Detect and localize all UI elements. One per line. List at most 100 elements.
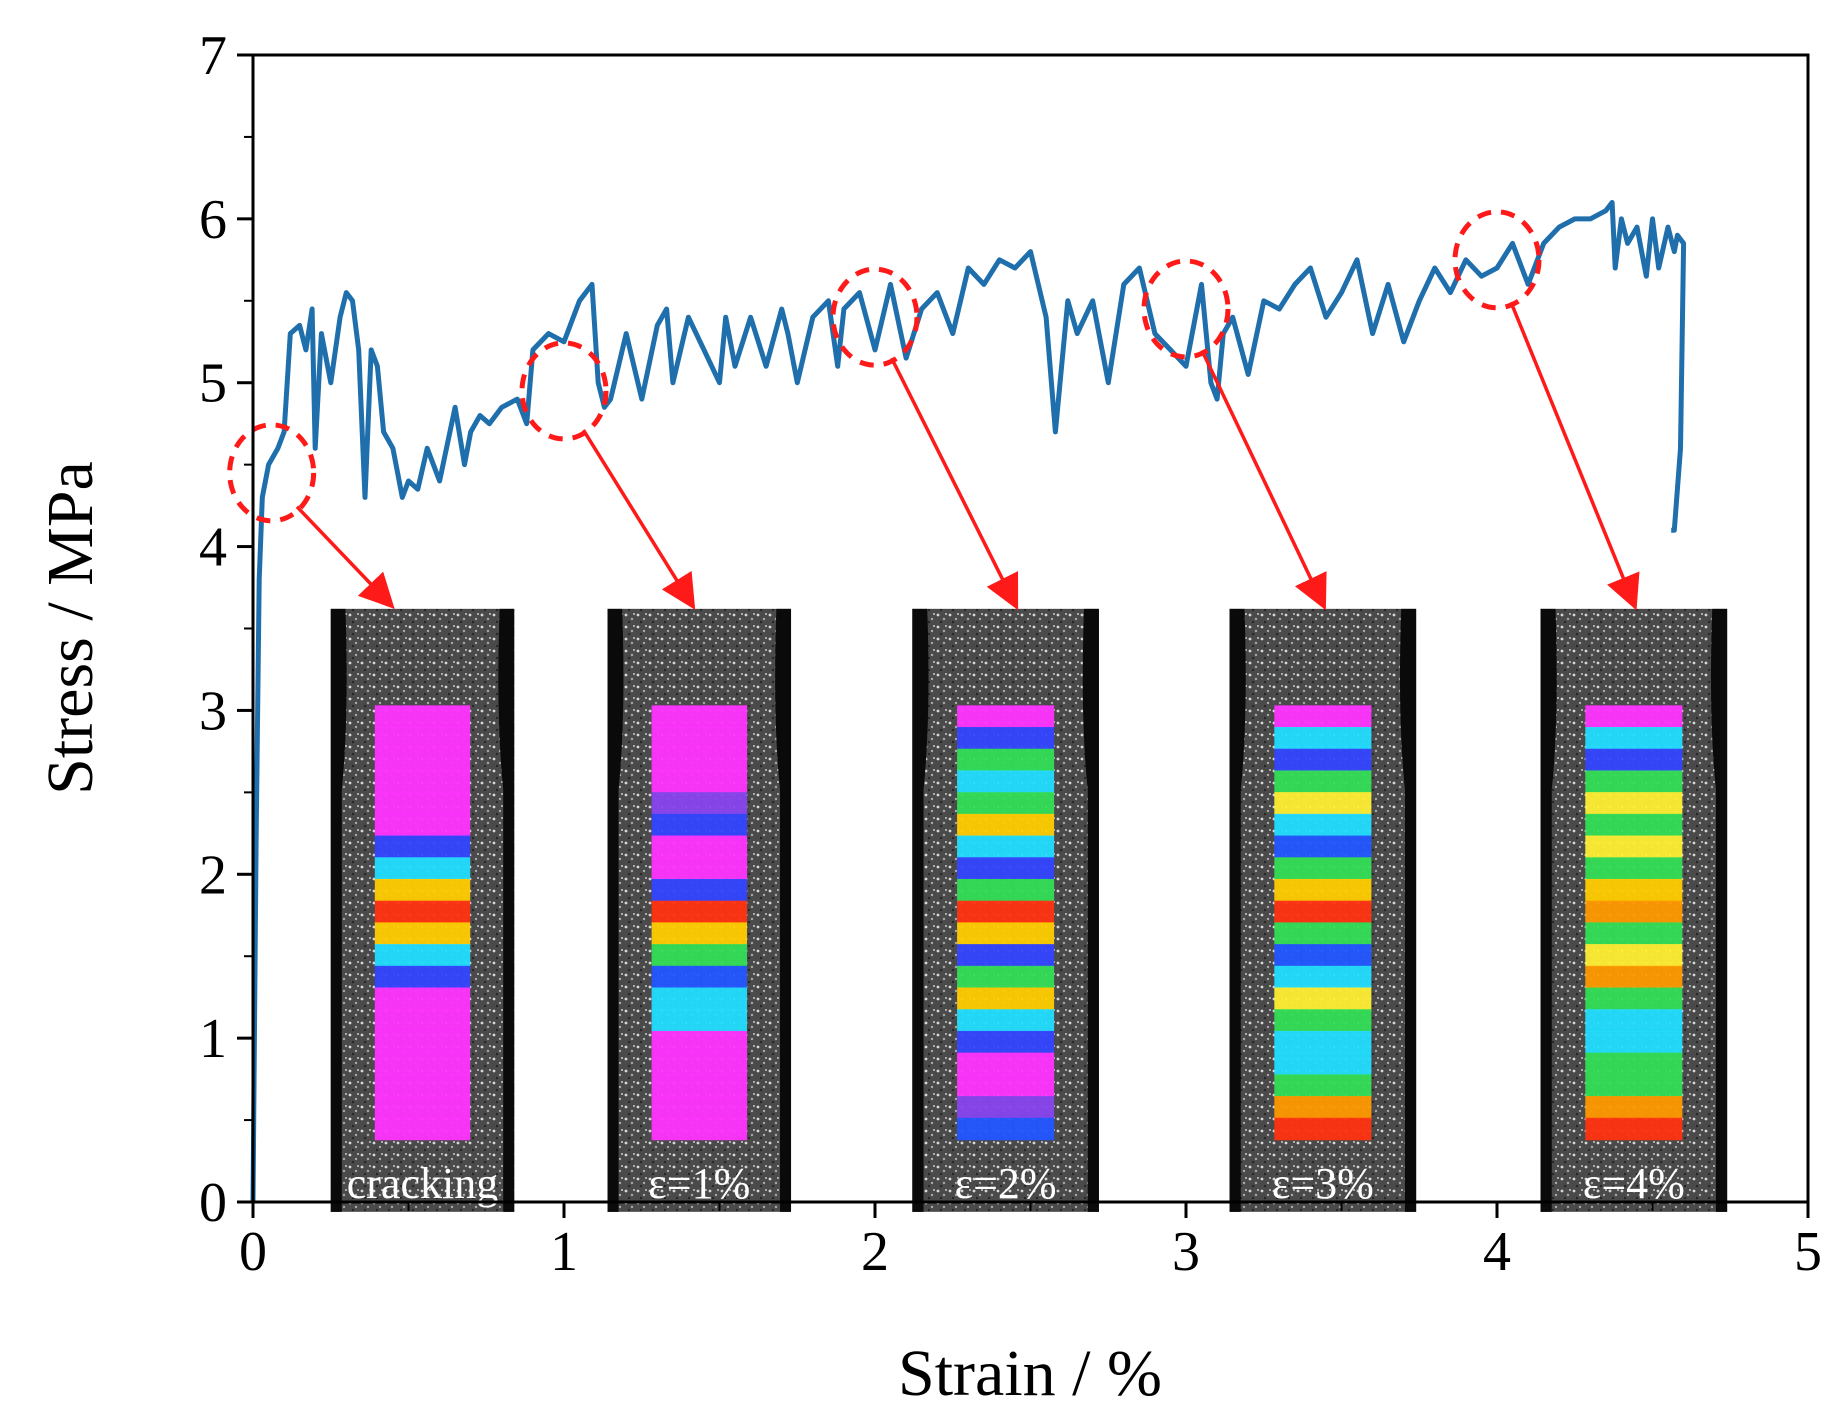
strain-field-band (957, 813, 1055, 837)
inset-right-shadow (1710, 608, 1728, 1212)
strain-field-band (1274, 944, 1372, 967)
y-tick-label: 4 (199, 517, 227, 579)
strain-field-band (374, 922, 471, 945)
inset-label: ε=4% (1583, 1159, 1685, 1208)
strain-field-band (1274, 1009, 1372, 1032)
strain-field-band (651, 1074, 747, 1097)
inset-5: ε=4% (1540, 608, 1728, 1212)
strain-field-band (651, 813, 747, 837)
strain-field-band (374, 1074, 471, 1097)
strain-field-band (957, 987, 1055, 1011)
strain-field-band (957, 748, 1055, 772)
strain-field-band (957, 965, 1055, 989)
x-tick-label: 3 (1172, 1221, 1200, 1283)
annotation-arrow (581, 429, 696, 610)
strain-field-band (374, 705, 471, 728)
strain-field-band (1274, 727, 1372, 750)
strain-field-band (374, 792, 471, 815)
strain-field-band (1274, 922, 1372, 945)
strain-field-band (1274, 748, 1372, 772)
strain-field-band (651, 770, 747, 793)
strain-field-band (1585, 987, 1683, 1011)
strain-field-band (1274, 792, 1372, 815)
strain-field-band (651, 965, 747, 989)
annotation-arrow (295, 505, 395, 609)
strain-field-band (1585, 922, 1683, 945)
inset-left-shadow (330, 608, 347, 1212)
strain-field-band (1274, 965, 1372, 989)
strain-field-band (1274, 770, 1372, 793)
strain-field-band (651, 922, 747, 945)
strain-field-band (374, 1030, 471, 1054)
y-tick-label: 1 (199, 1008, 227, 1070)
inset-left-shadow (607, 608, 624, 1212)
strain-field-band (1585, 727, 1683, 750)
inset-3: ε=2% (912, 608, 1099, 1212)
strain-field-band (1274, 705, 1372, 728)
stress-strain-curve (250, 200, 1687, 1203)
strain-field-band (374, 813, 471, 837)
inset-1: cracking (330, 608, 515, 1212)
strain-field-band (374, 987, 471, 1011)
x-axis-ticks: 0 1 2 3 4 5 (239, 1202, 1822, 1283)
plot-axes: 0 1 2 3 4 5 0 1 2 3 4 5 6 7 (199, 25, 1822, 1283)
strain-field-band (1585, 965, 1683, 989)
strain-field-band (1274, 1052, 1372, 1076)
strain-field-band (1585, 770, 1683, 793)
strain-field-band (651, 944, 747, 967)
strain-field-band (1274, 835, 1372, 859)
strain-field-band (957, 727, 1055, 750)
y-tick-label: 3 (199, 680, 227, 742)
strain-field-band (1585, 792, 1683, 815)
strain-field-band (651, 792, 747, 815)
strain-field-band (651, 1052, 747, 1076)
strain-field-band (1274, 900, 1372, 924)
annotation-circle (519, 340, 609, 442)
inset-label: ε=3% (1272, 1159, 1374, 1208)
strain-field-band (1274, 878, 1372, 902)
inset-right-shadow (1082, 608, 1099, 1212)
strain-field-band (651, 727, 747, 750)
strain-field-band (1274, 813, 1372, 837)
inset-left-shadow (1540, 608, 1557, 1212)
strain-field-band (1274, 857, 1372, 880)
strain-field-band (651, 1117, 747, 1141)
strain-field-band (957, 1117, 1055, 1141)
strain-field-band (957, 770, 1055, 793)
strain-field-band (374, 965, 471, 989)
strain-field-band (1585, 1096, 1683, 1119)
strain-field-band (957, 944, 1055, 967)
strain-field-band (374, 770, 471, 793)
strain-field-band (1274, 1117, 1372, 1141)
strain-field-band (1585, 857, 1683, 880)
strain-field-band (1585, 1074, 1683, 1097)
x-tick-label: 0 (239, 1221, 267, 1283)
x-tick-label: 1 (550, 1221, 578, 1283)
annotation-circle (227, 422, 317, 524)
annotation-circle (830, 266, 920, 368)
x-tick-label: 2 (861, 1221, 889, 1283)
inset-label: ε=2% (955, 1159, 1057, 1208)
y-tick-label: 2 (199, 844, 227, 906)
strain-field-band (374, 1096, 471, 1119)
strain-field-band (374, 1117, 471, 1141)
y-tick-label: 5 (199, 353, 227, 415)
strain-field-band (957, 900, 1055, 924)
inset-4: ε=3% (1229, 608, 1417, 1212)
strain-field-band (1585, 705, 1683, 728)
annotation-circle (1141, 258, 1231, 360)
annotation-arrow (1200, 349, 1327, 611)
inset-right-shadow (1399, 608, 1417, 1212)
x-axis-title: Strain / % (898, 1337, 1162, 1410)
strain-field-band (374, 878, 471, 902)
strain-field-band (651, 748, 747, 772)
strain-field-band (957, 857, 1055, 880)
strain-field-band (957, 1009, 1055, 1032)
annotation-arrow (1509, 301, 1640, 611)
strain-field-band (957, 1074, 1055, 1097)
inset-label: ε=1% (648, 1159, 750, 1208)
inset-left-shadow (1229, 608, 1246, 1212)
strain-field-band (374, 748, 471, 772)
strain-field-band (651, 987, 747, 1011)
annotation-arrow (890, 357, 1019, 611)
